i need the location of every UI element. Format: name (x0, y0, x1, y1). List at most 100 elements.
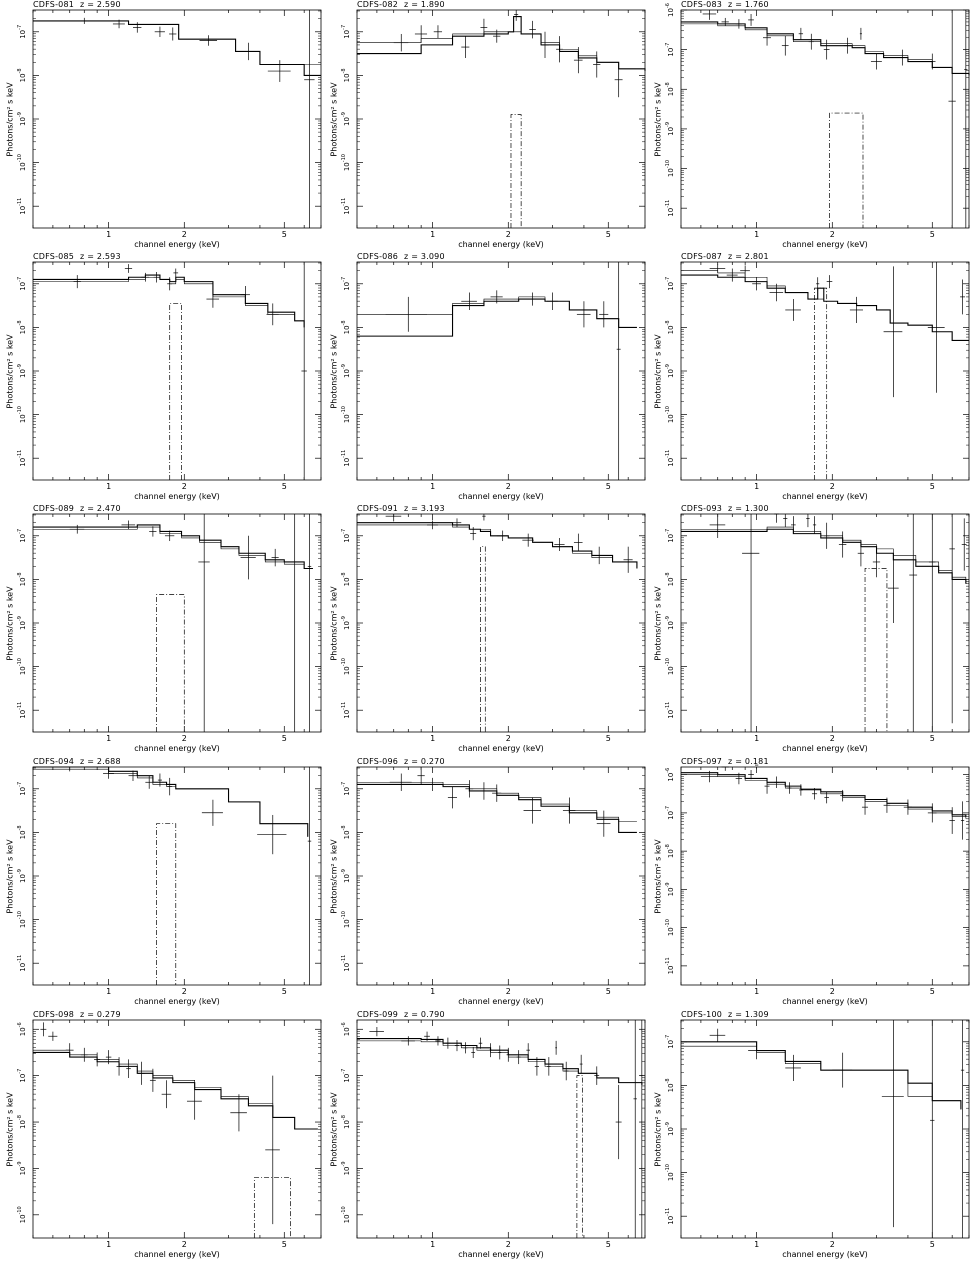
y-tick-label: 10-10 (17, 1206, 27, 1223)
y-tick-label: 10-9 (665, 122, 675, 136)
data-point (823, 522, 830, 549)
data-point (709, 514, 726, 538)
x-tick-label: 1 (430, 230, 435, 239)
data-point (112, 19, 125, 29)
y-tick-label: 10-8 (341, 320, 351, 334)
data-point (816, 277, 820, 291)
x-tick-label: 1 (106, 734, 111, 743)
y-tick-label: 10-8 (665, 82, 675, 96)
data-point (949, 807, 955, 834)
x-axis-label: channel energy (keV) (134, 997, 220, 1006)
y-tick-label: 10-11 (17, 955, 27, 972)
spectrum-panel: CDFS-094 z = 2.688 channel energy (keV) Pho… (0, 757, 323, 1009)
data-point (116, 1057, 122, 1076)
y-tick-label: 10-10 (341, 658, 351, 675)
x-axis-label: channel energy (keV) (134, 1250, 220, 1259)
panel-title: CDFS-082 z = 1.890 (357, 0, 451, 9)
panel-title: CDFS-091 z = 3.193 (357, 504, 451, 513)
data-point (141, 272, 150, 282)
data-point (927, 803, 937, 823)
spectrum-panel: CDFS-100 z = 1.309 channel energy (keV) Pho… (648, 1010, 971, 1262)
x-tick-label: 5 (930, 482, 935, 491)
panel-title: CDFS-094 z = 2.688 (33, 757, 127, 766)
data-point (470, 527, 477, 541)
y-tick-label: 10-8 (665, 320, 675, 334)
data-point (849, 296, 863, 324)
redshift-label: z = 0.790 (404, 1010, 445, 1019)
source-name: CDFS-081 (33, 0, 75, 9)
data-point (897, 49, 907, 66)
x-tick-label: 2 (506, 1240, 511, 1249)
data-point (61, 766, 78, 772)
data-point (452, 518, 462, 528)
y-tick-label: 10-10 (341, 911, 351, 928)
data-point (806, 514, 810, 528)
data-point (960, 801, 965, 840)
model-step-line (33, 766, 309, 837)
plot-frame (32, 9, 322, 229)
data-point (461, 292, 477, 310)
data-point (424, 1031, 430, 1041)
spectrum-plot: 1 2 5 10-7 10-8 10-9 10-10 10-11 (341, 513, 646, 743)
data-point (594, 546, 604, 565)
spectrum-panel: CDFS-099 z = 0.790 channel energy (keV) Pho… (324, 1010, 647, 1262)
x-axis-label: channel energy (keV) (782, 240, 868, 249)
data-point (798, 27, 804, 40)
y-tick-label: 10-10 (17, 658, 27, 675)
x-tick-label: 5 (930, 1240, 935, 1249)
data-point (881, 1020, 904, 1228)
redshift-label: z = 0.279 (80, 1010, 121, 1019)
data-point (740, 265, 750, 276)
data-point (614, 62, 623, 98)
model-step-line (681, 274, 969, 342)
data-point (840, 789, 846, 802)
x-tick-label: 2 (830, 230, 835, 239)
data-point (742, 514, 760, 732)
source-name: CDFS-082 (357, 0, 399, 9)
data-point (700, 770, 718, 783)
plot-frame (32, 261, 322, 481)
data-point (534, 1057, 539, 1076)
data-point (546, 1057, 551, 1076)
data-point (240, 535, 256, 580)
data-point (526, 1043, 530, 1058)
y-tick-label: 10-10 (341, 154, 351, 171)
x-axis-label: channel energy (keV) (458, 492, 544, 501)
data-point (304, 10, 315, 228)
x-tick-label: 5 (606, 987, 611, 996)
data-point (429, 777, 436, 791)
data-point (541, 31, 549, 58)
data-point (465, 780, 474, 798)
spectrum-plot: 1 2 5 10-6 10-7 10-8 10-9 10-10 10-11 (665, 764, 970, 996)
x-tick-label: 2 (182, 482, 187, 491)
data-point (128, 770, 138, 781)
data-point (65, 17, 101, 24)
data-point (961, 518, 967, 571)
model-step-line (681, 774, 967, 819)
data-point (748, 13, 754, 26)
line-component (510, 114, 522, 228)
data-point (843, 37, 852, 54)
model-step-line (681, 1041, 962, 1110)
data-point (823, 39, 830, 60)
y-tick-label: 10-10 (665, 406, 675, 423)
data-point (909, 514, 918, 732)
redshift-label: z = 2.470 (80, 504, 121, 513)
y-tick-label: 10-8 (665, 1078, 675, 1092)
data-point (445, 1037, 451, 1049)
y-tick-label: 10-8 (17, 1115, 27, 1129)
x-tick-label: 1 (754, 987, 759, 996)
data-point (265, 1075, 280, 1225)
x-axis-label: channel energy (keV) (782, 744, 868, 753)
data-point (240, 42, 256, 61)
spectrum-plot: 1 2 5 10-7 10-8 10-9 10-10 10-11 (665, 1019, 970, 1249)
y-tick-label: 10-9 (665, 364, 675, 378)
data-point (726, 268, 738, 282)
panel-title: CDFS-098 z = 0.279 (33, 1010, 127, 1019)
spectrum-panel: CDFS-089 z = 2.470 channel energy (keV) Pho… (0, 504, 323, 756)
source-name: CDFS-086 (357, 252, 399, 261)
data-point (480, 782, 488, 800)
panel-title: CDFS-083 z = 1.760 (681, 0, 775, 9)
data-point (774, 513, 779, 523)
data-point (752, 277, 761, 291)
